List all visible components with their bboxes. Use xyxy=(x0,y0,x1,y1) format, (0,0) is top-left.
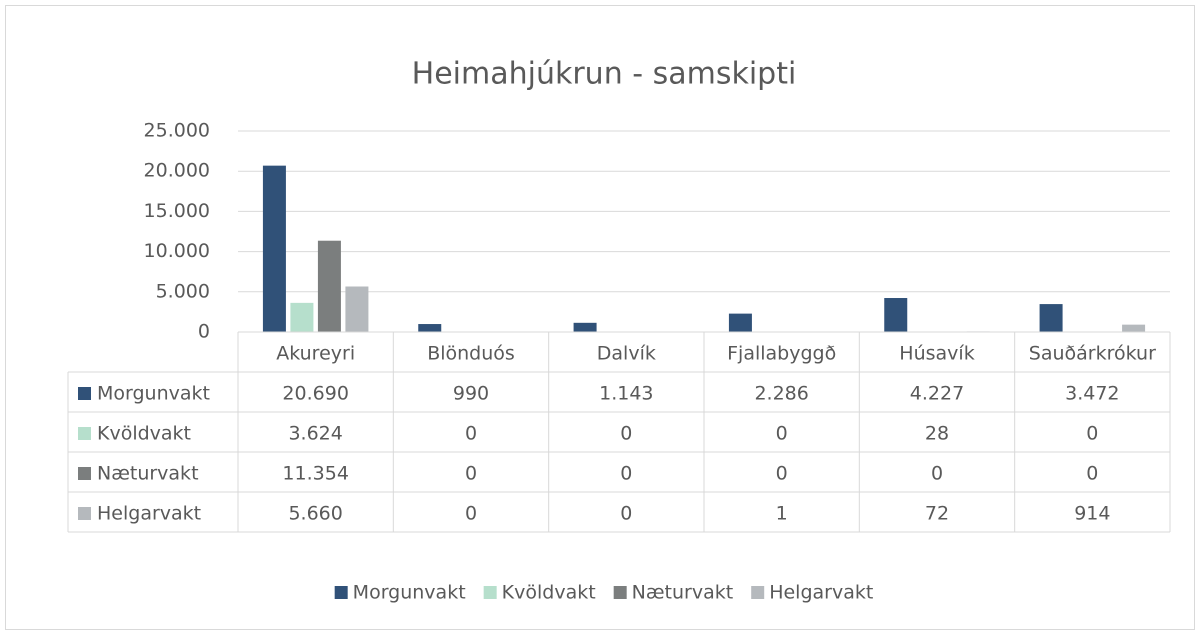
table-cell: 0 xyxy=(931,463,943,485)
bar xyxy=(262,165,286,332)
table-cell: 0 xyxy=(620,503,632,525)
table-cell: 0 xyxy=(776,423,788,445)
table-cell: 0 xyxy=(620,423,632,445)
legend-key xyxy=(751,586,765,599)
legend-key xyxy=(334,586,348,599)
table-cell: 3.472 xyxy=(1065,383,1119,405)
table-cell: 1.143 xyxy=(599,383,653,405)
table-cell: 28 xyxy=(925,423,949,445)
table-legend-key xyxy=(78,427,91,440)
y-tick-label: 25.000 xyxy=(144,120,210,142)
table-cell: 0 xyxy=(465,463,477,485)
legend-label: Kvöldvakt xyxy=(502,582,596,604)
x-tick-label: Fjallabyggð xyxy=(727,343,836,365)
table-cell: 2.286 xyxy=(754,383,808,405)
bar xyxy=(418,324,442,332)
bar xyxy=(317,240,341,332)
x-tick-label: Sauðárkrókur xyxy=(1029,343,1156,365)
bar xyxy=(1039,304,1063,332)
y-tick-label: 0 xyxy=(198,321,210,343)
chart-border xyxy=(5,5,1195,630)
y-tick-label: 15.000 xyxy=(144,200,210,222)
table-cell: 0 xyxy=(465,503,477,525)
legend-label: Helgarvakt xyxy=(769,582,873,604)
table-cell: 990 xyxy=(453,383,489,405)
table-row-label: Kvöldvakt xyxy=(97,423,191,445)
table-legend-key xyxy=(78,467,91,480)
table-cell: 72 xyxy=(925,503,949,525)
chart-title: Heimahjúkrun - samskipti xyxy=(412,57,797,92)
x-tick-label: Dalvík xyxy=(597,343,656,365)
table-cell: 0 xyxy=(465,423,477,445)
table-legend-key xyxy=(78,507,91,520)
table-cell: 0 xyxy=(1086,423,1098,445)
x-tick-label: Húsavík xyxy=(899,343,974,365)
table-cell: 0 xyxy=(620,463,632,485)
x-tick-label: Blönduós xyxy=(427,343,515,365)
table-cell: 1 xyxy=(776,503,788,525)
table-cell: 5.660 xyxy=(288,503,342,525)
x-tick-label: Akureyri xyxy=(276,343,355,365)
table-row-label: Helgarvakt xyxy=(97,503,201,525)
y-tick-label: 5.000 xyxy=(156,280,210,302)
table-row-label: Næturvakt xyxy=(97,463,199,485)
table-legend-key xyxy=(78,387,91,400)
table-cell: 4.227 xyxy=(910,383,964,405)
bar xyxy=(884,298,908,332)
bar xyxy=(573,322,597,332)
bar xyxy=(345,286,369,332)
table-cell: 20.690 xyxy=(282,383,348,405)
y-tick-label: 10.000 xyxy=(144,240,210,262)
table-cell: 11.354 xyxy=(282,463,348,485)
bar xyxy=(1122,324,1146,332)
bar xyxy=(728,313,752,332)
bar xyxy=(290,302,314,332)
y-tick-label: 20.000 xyxy=(144,160,210,182)
table-cell: 3.624 xyxy=(288,423,342,445)
legend-key xyxy=(483,586,497,599)
table-cell: 0 xyxy=(1086,463,1098,485)
legend-label: Morgunvakt xyxy=(353,582,466,604)
table-cell: 914 xyxy=(1074,503,1110,525)
legend-label: Næturvakt xyxy=(632,582,734,604)
table-row-label: Morgunvakt xyxy=(97,383,210,405)
table-cell: 0 xyxy=(776,463,788,485)
legend-key xyxy=(613,586,627,599)
